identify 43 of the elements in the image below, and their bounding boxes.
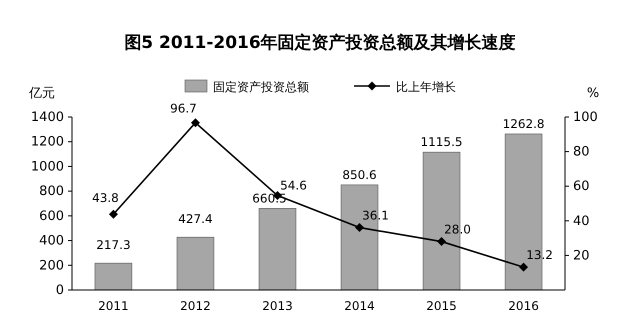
x-tick-label: 2011	[98, 299, 129, 313]
data-label: 1115.5	[420, 135, 463, 150]
data-label: 54.6	[280, 178, 307, 193]
y-tick-label: 800	[39, 184, 64, 200]
data-label: 43.8	[92, 191, 119, 206]
data-label: 28.0	[444, 222, 471, 237]
y-tick-label: 1400	[30, 110, 64, 125]
point	[437, 237, 446, 246]
y2-tick-label: 60	[573, 179, 590, 194]
point	[519, 262, 528, 272]
y-tick-label: 600	[39, 208, 64, 224]
y-tick-label: 1200	[30, 134, 64, 150]
y2-tick-label: 100	[573, 110, 598, 125]
data-label: 217.3	[96, 238, 131, 252]
point	[355, 223, 364, 232]
y-tick-label: 1000	[30, 159, 64, 174]
data-label: 1262.8	[502, 116, 545, 131]
y2-axis-title: %	[586, 86, 600, 101]
y-axis-title: 亿元	[28, 86, 55, 101]
bar	[258, 208, 296, 290]
legend-label: 固定资产投资总额	[213, 80, 309, 94]
y-tick-label: 200	[39, 258, 64, 274]
y2-tick-label: 20	[573, 248, 590, 264]
x-tick-label: 2012	[180, 299, 211, 313]
point	[190, 118, 200, 128]
data-label: 96.7	[170, 102, 197, 116]
y-tick-label: 400	[39, 234, 64, 249]
data-label: 36.1	[362, 208, 389, 223]
x-tick-label: 2015	[426, 299, 457, 313]
x-tick-label: 2016	[508, 299, 539, 313]
legend-label: 比上年增长	[396, 80, 456, 94]
chart-title: 图5 2011-2016年固定资产投资总额及其增长速度	[124, 33, 516, 53]
x-tick-label: 2013	[262, 299, 293, 313]
y2-tick-label: 40	[573, 214, 590, 229]
bar	[176, 236, 214, 290]
y-tick-label: 0	[56, 283, 64, 298]
y2-tick-label: 80	[573, 144, 590, 160]
x-tick-label: 2014	[344, 299, 375, 313]
data-label: 850.6	[342, 168, 377, 182]
data-label: 13.2	[526, 248, 553, 262]
bar	[94, 262, 132, 290]
data-label: 427.4	[178, 212, 213, 226]
point	[108, 210, 118, 219]
